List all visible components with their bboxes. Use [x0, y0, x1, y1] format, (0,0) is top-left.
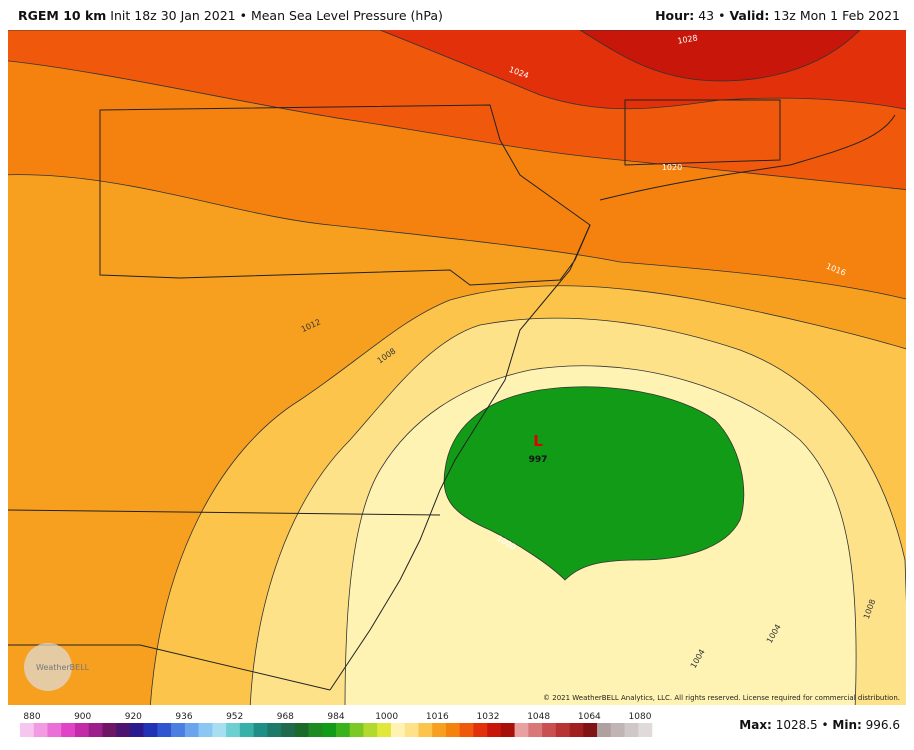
colorbar-swatch: [500, 723, 515, 737]
colorbar-swatch: [363, 723, 378, 737]
colorbar-label: 1032: [477, 712, 500, 722]
colorbar-label: 1048: [527, 712, 550, 722]
colorbar-swatch: [322, 723, 337, 737]
colorbar-swatch: [487, 723, 502, 737]
colorbar-label: 1064: [578, 712, 601, 722]
colorbar-swatch: [198, 723, 213, 737]
colorbar-swatch: [445, 723, 460, 737]
colorbar-label: 900: [74, 712, 91, 722]
min-label: Min:: [832, 718, 862, 732]
valid-value: 13z Mon 1 Feb 2021: [773, 8, 900, 23]
colorbar-swatch: [514, 723, 529, 737]
colorbar-swatch: [583, 723, 598, 737]
colorbar-label: 1000: [375, 712, 398, 722]
colorbar-swatch: [638, 723, 653, 737]
colorbar-swatch: [47, 723, 62, 737]
colorbar-label: 952: [226, 712, 243, 722]
colorbar-swatch: [528, 723, 543, 737]
colorbar-swatch: [597, 723, 612, 737]
model-name: RGEM 10 km: [18, 8, 107, 23]
low-symbol: L: [533, 432, 543, 450]
colorbar-swatch: [143, 723, 158, 737]
colorbar-swatch: [404, 723, 419, 737]
state-border: [624, 99, 781, 166]
pressure-field: [8, 30, 906, 705]
colorbar-swatch: [226, 723, 241, 737]
watermark-logo: [24, 643, 72, 691]
isobar-label: 1020: [662, 163, 682, 172]
colorbar-swatch: [555, 723, 570, 737]
colorbar-swatch: [294, 723, 309, 737]
low-center: [443, 386, 745, 581]
colorbar-swatch: [569, 723, 584, 737]
colorbar-label: 1016: [426, 712, 449, 722]
max-label: Max:: [739, 718, 772, 732]
valid-label: Valid:: [729, 8, 770, 23]
colorbar: 880 900 920 936 952 968 984 1000 1016 1032 1048 106…: [20, 712, 653, 737]
colorbar-swatch: [253, 723, 268, 737]
header-left: RGEM 10 km Init 18z 30 Jan 2021 • Mean S…: [18, 8, 443, 23]
colorbar-swatch: [308, 723, 323, 737]
colorbar-swatch: [624, 723, 639, 737]
colorbar-swatch: [459, 723, 474, 737]
state-border: [99, 104, 591, 286]
colorbar-swatch: [171, 723, 186, 737]
header-right: Hour: 43 • Valid: 13z Mon 1 Feb 2021: [655, 8, 900, 23]
colorbar-swatch: [157, 723, 172, 737]
colorbar-swatch: [390, 723, 405, 737]
colorbar-swatch: [336, 723, 351, 737]
hour-value: 43 •: [698, 8, 726, 23]
colorbar-swatch: [542, 723, 557, 737]
colorbar-swatch: [33, 723, 48, 737]
colorbar-swatch: [349, 723, 364, 737]
colorbar-swatch: [432, 723, 447, 737]
colorbar-swatch: [610, 723, 625, 737]
colorbar-label: 1080: [629, 712, 652, 722]
colorbar-swatch: [184, 723, 199, 737]
watermark: WeatherBELL: [36, 663, 90, 672]
colorbar-swatch: [239, 723, 254, 737]
colorbar-label: 936: [175, 712, 192, 722]
colorbar-swatch: [281, 723, 296, 737]
isobar-label: 1028: [677, 33, 699, 45]
colorbar-swatch: [102, 723, 117, 737]
band: [579, 30, 861, 82]
colorbar-swatch: [116, 723, 131, 737]
colorbar-swatch: [377, 723, 392, 737]
colorbar-swatch: [74, 723, 89, 737]
coastline: [599, 114, 896, 201]
colorbar-swatch: [212, 723, 227, 737]
colorbar-swatch: [61, 723, 76, 737]
run-info: Init 18z 30 Jan 2021 • Mean Sea Level Pr…: [110, 8, 443, 23]
colorbar-label: 984: [327, 712, 344, 722]
colorbar-swatch: [20, 723, 35, 737]
colorbar-label: 920: [125, 712, 142, 722]
min-value: 996.6: [865, 718, 900, 732]
borders: [7, 99, 896, 691]
colorbar-swatch: [267, 723, 282, 737]
colorbar-label: 968: [277, 712, 294, 722]
colorbar-label: 880: [23, 712, 40, 722]
hour-label: Hour:: [655, 8, 695, 23]
max-min: Max: 1028.5 • Min: 996.6: [739, 718, 900, 732]
colorbar-swatch: [473, 723, 488, 737]
colorbar-swatch: [88, 723, 103, 737]
colorbar-swatch: [418, 723, 433, 737]
copyright: © 2021 WeatherBELL Analytics, LLC. All r…: [543, 694, 900, 702]
low-value: 997: [529, 455, 548, 465]
coastline: [329, 224, 591, 691]
colorbar-swatch: [129, 723, 144, 737]
max-value: 1028.5 •: [775, 718, 829, 732]
